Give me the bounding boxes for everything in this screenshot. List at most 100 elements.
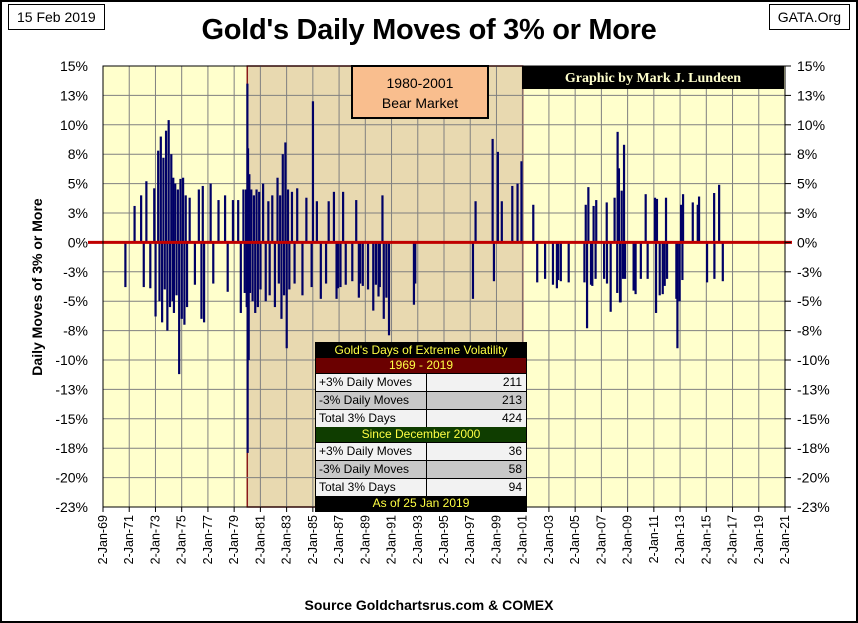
bar-up <box>170 154 173 243</box>
x-tick-label: 2-Jan-99 <box>489 515 503 564</box>
row-value: 211 <box>502 375 522 389</box>
y-tick-label-left: -18% <box>55 440 88 456</box>
bar-down <box>583 242 586 283</box>
bar-down <box>661 242 664 295</box>
bar-up <box>311 101 315 243</box>
bar-up <box>172 177 175 243</box>
y-tick-label-left: 5% <box>68 176 88 192</box>
bar-down <box>385 242 388 298</box>
bar-down <box>142 242 145 288</box>
bar-up <box>242 189 245 243</box>
bar-down <box>339 242 342 288</box>
x-tick-label: 2-Jan-01 <box>516 515 530 564</box>
bar-down <box>193 242 197 285</box>
bar-up <box>271 195 274 243</box>
row-label: -3% Daily Moves <box>316 392 427 409</box>
bar-up <box>381 195 384 243</box>
bar-up <box>246 148 250 243</box>
bar-down <box>492 242 496 282</box>
bar-up <box>258 191 261 243</box>
x-tick-label: 2-Jan-83 <box>280 515 294 564</box>
bar-down <box>239 242 242 313</box>
row-label: -3% Daily Moves <box>316 461 427 478</box>
bar-down <box>161 242 164 323</box>
y-tick-label-left: 13% <box>60 87 88 103</box>
bar-up <box>613 197 616 243</box>
bar-down <box>551 242 555 285</box>
bar-down <box>301 242 304 296</box>
y-tick-label-left: 0% <box>68 234 88 250</box>
bar-up <box>332 191 336 243</box>
bar-down <box>589 242 593 285</box>
bar-down <box>536 242 539 283</box>
bar-down <box>559 242 562 282</box>
bar-down <box>336 242 339 289</box>
bar-down <box>212 242 215 284</box>
x-tick-label: 2-Jan-11 <box>647 515 661 563</box>
bar-up <box>284 142 287 243</box>
bar-down <box>319 242 322 299</box>
bar-up <box>679 204 683 243</box>
x-axis: 2-Jan-69 2-Jan-71 2-Jan-73 2-Jan-75 2-Jan-77… <box>96 507 792 564</box>
y-tick-label-right: 10% <box>797 117 825 133</box>
bar-up <box>167 120 170 243</box>
y-tick-label-right: -8% <box>797 323 822 339</box>
bar-down <box>713 242 716 279</box>
bar-up <box>520 161 523 243</box>
bar-up <box>584 204 587 243</box>
y-tick-label-left: -10% <box>55 352 88 368</box>
bar-down <box>658 242 661 296</box>
row-value: 36 <box>508 444 522 458</box>
bar-up <box>305 197 308 243</box>
credit-text: Graphic by Mark J. Lundeen <box>565 71 741 86</box>
y-tick-label-right: -18% <box>797 440 830 456</box>
bar-up <box>182 177 185 243</box>
bar-down <box>324 242 328 284</box>
bar-down <box>414 242 417 284</box>
y-axis-right: 15% 13% 10% 8% 5% 3% 0% -3% -5% -8% -10% -13% -15% -1… <box>785 58 830 515</box>
bar-up <box>248 174 251 243</box>
y-tick-label-left: -3% <box>63 264 88 280</box>
bar-up <box>162 157 165 243</box>
y-axis-left: 15% 13% 10% 8% 5% 3% 0% -3% -5% -8% -10% -13% -15% -1… <box>55 58 88 515</box>
bar-up <box>587 187 590 243</box>
bar-down <box>310 242 313 288</box>
bars <box>124 83 724 453</box>
bar-up <box>244 189 248 243</box>
bar-down <box>705 242 709 283</box>
bar-down <box>543 242 547 279</box>
bar-down <box>377 242 380 297</box>
y-tick-label-left: 15% <box>60 58 88 74</box>
bar-down <box>676 242 679 349</box>
x-tick-label: 2-Jan-95 <box>437 515 451 564</box>
row-value: 213 <box>501 393 522 407</box>
row-label: +3% Daily Moves <box>316 374 427 391</box>
bar-down <box>663 242 666 286</box>
bar-up <box>276 177 279 243</box>
bar-up <box>617 168 621 243</box>
y-tick-label-left: -5% <box>63 293 88 309</box>
bar-up <box>188 197 191 243</box>
y-tick-label-right: -23% <box>797 499 830 515</box>
bar-down <box>243 242 246 293</box>
bar-down <box>623 242 627 279</box>
row-value: 94 <box>508 480 522 494</box>
bar-down <box>357 242 360 298</box>
bar-down <box>277 242 280 284</box>
bar-down <box>387 242 391 336</box>
bar-up <box>605 202 608 243</box>
x-tick-label: 2-Jan-73 <box>148 515 162 564</box>
bar-down <box>621 242 625 279</box>
bar-down <box>149 242 152 289</box>
bar-up <box>153 188 156 243</box>
x-tick-label: 2-Jan-07 <box>594 515 608 564</box>
bar-down <box>721 242 724 282</box>
bar-down <box>171 242 174 302</box>
y-tick-label-right: 3% <box>797 205 817 221</box>
bear-market-label-text: Bear Market <box>382 95 458 111</box>
y-tick-label-right: -3% <box>797 264 822 280</box>
y-tick-label-left: 3% <box>68 205 88 221</box>
bar-up <box>511 185 514 243</box>
bar-down <box>605 242 609 284</box>
bar-up <box>620 190 623 243</box>
